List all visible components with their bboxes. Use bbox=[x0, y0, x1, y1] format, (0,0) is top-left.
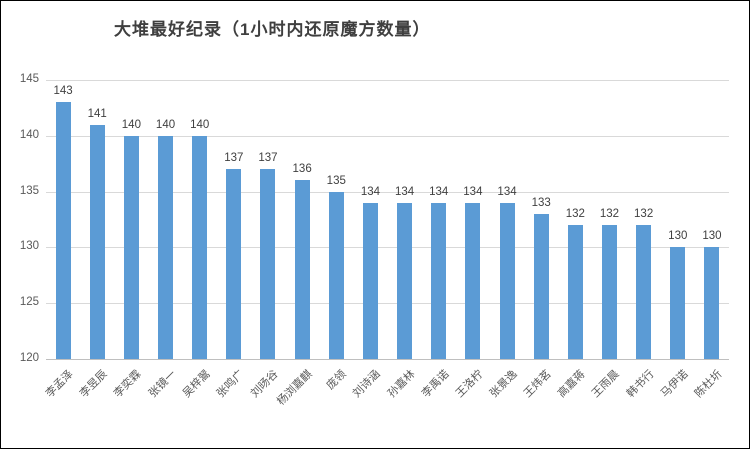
bar-杨浏嘉麒 bbox=[294, 180, 310, 359]
gridline bbox=[46, 303, 729, 305]
gridline bbox=[46, 191, 729, 193]
bar-张鸣广 bbox=[226, 169, 242, 359]
bar-value-label: 132 bbox=[565, 208, 585, 221]
bar-value-label: 134 bbox=[360, 185, 381, 198]
x-axis-label: 李孟泽 bbox=[43, 368, 76, 400]
bar-value-label: 134 bbox=[463, 185, 483, 198]
x-axis-label: 王洛柠 bbox=[453, 368, 486, 400]
bar-value-label: 137 bbox=[224, 152, 244, 165]
bar-value-label: 133 bbox=[531, 196, 551, 209]
y-axis-tick-label: 120 bbox=[19, 352, 39, 364]
bar-刘旸谷 bbox=[260, 169, 276, 359]
x-axis-label: 韩书行 bbox=[624, 368, 657, 400]
x-axis-line bbox=[46, 359, 729, 360]
bar-李奕霖 bbox=[123, 135, 139, 359]
x-axis-label: 张鸣广 bbox=[214, 368, 247, 400]
x-axis-label: 刘诗涵 bbox=[351, 368, 384, 400]
x-axis-label: 张景逸 bbox=[487, 368, 520, 400]
x-axis-label: 杨浏嘉麒 bbox=[275, 368, 315, 408]
bar-李昱辰 bbox=[89, 124, 105, 359]
bar-value-label: 132 bbox=[599, 208, 620, 221]
bar-王炜茗 bbox=[533, 213, 549, 359]
bar-刘诗涵 bbox=[362, 202, 378, 359]
gridline bbox=[46, 247, 729, 249]
bar-庞领 bbox=[328, 191, 344, 359]
bar-value-label: 130 bbox=[668, 230, 688, 243]
x-axis-label: 张镜一 bbox=[146, 368, 179, 400]
bar-韩书行 bbox=[636, 225, 652, 359]
bar-王雨晨 bbox=[601, 225, 617, 359]
y-axis-tick-label: 135 bbox=[19, 184, 39, 197]
gridline bbox=[46, 135, 729, 137]
bar-李孟泽 bbox=[55, 102, 71, 359]
y-axis-tick-label: 145 bbox=[19, 73, 39, 85]
x-axis-label: 高嘉蒋 bbox=[556, 368, 588, 400]
y-axis-tick-label: 125 bbox=[19, 296, 39, 309]
bar-高嘉蒋 bbox=[567, 225, 583, 359]
x-axis-label: 王炜茗 bbox=[521, 368, 554, 400]
bar-吴梓翯 bbox=[192, 135, 208, 359]
x-axis-label: 马伊诺 bbox=[658, 368, 691, 400]
chart-title: 大堆最好纪录（1小时内还原魔方数量） bbox=[114, 20, 431, 39]
bar-value-label: 130 bbox=[702, 230, 722, 243]
bar-value-label: 143 bbox=[53, 85, 73, 98]
bar-value-label: 134 bbox=[429, 185, 449, 198]
y-axis-tick-label: 130 bbox=[19, 240, 39, 253]
bar-value-label: 136 bbox=[292, 163, 312, 176]
x-axis-label: 李奕霖 bbox=[112, 368, 144, 400]
x-axis-label: 庞领 bbox=[324, 368, 349, 393]
y-axis-tick-label: 140 bbox=[19, 128, 39, 141]
bar-value-label: 132 bbox=[634, 208, 654, 221]
bar-value-label: 137 bbox=[258, 152, 278, 165]
bar-value-label: 140 bbox=[190, 118, 210, 131]
bar-value-label: 141 bbox=[87, 107, 107, 120]
x-axis-label: 李禹诺 bbox=[419, 368, 452, 400]
x-axis-label: 李昱辰 bbox=[78, 368, 110, 400]
bar-value-label: 134 bbox=[394, 185, 415, 198]
bar-王洛柠 bbox=[465, 202, 481, 359]
bar-马伊诺 bbox=[670, 247, 686, 359]
x-axis-label: 吴梓翯 bbox=[180, 368, 213, 400]
x-axis-label: 王雨晨 bbox=[590, 368, 623, 400]
x-axis-label: 孙嘉林 bbox=[385, 368, 418, 400]
bar-value-label: 135 bbox=[326, 174, 346, 187]
bar-张景逸 bbox=[499, 202, 515, 359]
bar-孙嘉林 bbox=[397, 202, 413, 359]
bar-张镜一 bbox=[158, 135, 174, 359]
gridline bbox=[46, 80, 729, 81]
bar-value-label: 134 bbox=[497, 185, 517, 198]
bar-李禹诺 bbox=[431, 202, 447, 359]
bar-陈杜圻 bbox=[704, 247, 720, 359]
x-axis-label: 陈杜圻 bbox=[692, 368, 725, 400]
bar-value-label: 140 bbox=[121, 118, 141, 131]
bar-value-label: 140 bbox=[155, 118, 176, 131]
